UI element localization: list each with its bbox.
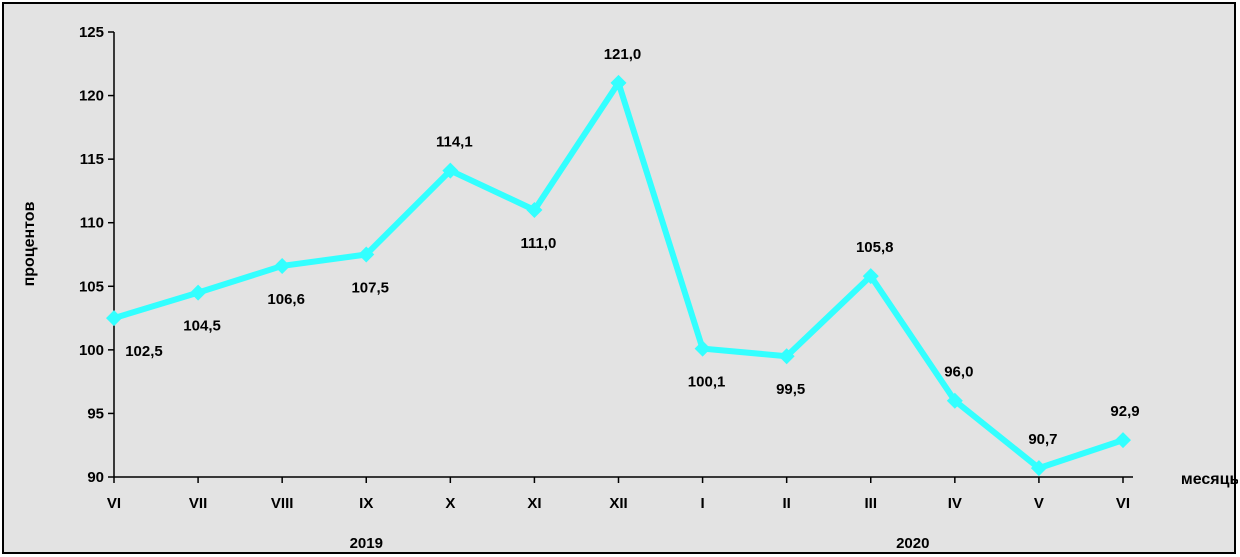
x-axis-title: месяцы	[1181, 471, 1238, 488]
data-label: 100,1	[688, 374, 726, 391]
x-tick-label: II	[782, 495, 790, 512]
data-point	[106, 310, 122, 327]
data-point	[946, 392, 963, 409]
y-tick-label: 115	[80, 151, 104, 168]
y-axis-ticks: 90 95 100 105 110 115 120 125	[79, 24, 114, 486]
data-label: 105,8	[856, 239, 894, 256]
y-tick-label: 120	[79, 88, 104, 105]
data-label: 107,5	[351, 280, 389, 297]
data-label: 106,6	[267, 291, 305, 308]
data-point	[190, 284, 207, 301]
data-point	[526, 202, 543, 218]
series-group	[106, 74, 1131, 477]
data-label: 102,5	[125, 343, 163, 360]
data-label: 92,9	[1110, 403, 1139, 420]
year-label: 2019	[350, 535, 383, 552]
x-tick-label: V	[1034, 495, 1044, 512]
x-tick-label: IX	[359, 495, 373, 512]
y-tick-label: 110	[80, 215, 104, 232]
data-point	[442, 162, 459, 179]
x-tick-label: X	[445, 495, 455, 512]
x-axis-ticks: VI VII VIII IX X XI XII I II III IV V VI	[107, 477, 1130, 512]
y-tick-label: 90	[87, 469, 104, 486]
data-label: 111,0	[520, 235, 556, 252]
x-tick-label: VI	[1116, 495, 1130, 512]
data-point	[862, 268, 879, 285]
data-point	[778, 348, 795, 365]
data-label: 90,7	[1028, 431, 1057, 448]
axes	[113, 32, 1133, 478]
data-point	[694, 340, 711, 357]
data-label: 114,1	[436, 134, 473, 151]
x-tick-label: IV	[948, 495, 962, 512]
data-labels: 102,5 104,5 106,6 107,5 114,1 111,0 121,0 100,1…	[125, 46, 1139, 448]
year-labels: 2019 2020	[350, 535, 930, 552]
data-label: 99,5	[776, 381, 805, 398]
year-label: 2020	[896, 535, 929, 552]
x-tick-label: VII	[189, 495, 207, 512]
data-point	[358, 246, 375, 263]
x-tick-label: VIII	[271, 495, 294, 512]
data-point	[1115, 432, 1131, 449]
y-tick-label: 95	[87, 405, 104, 422]
data-point	[1030, 460, 1047, 477]
x-tick-label: III	[864, 495, 877, 512]
y-axis-title: процентов	[21, 201, 38, 286]
x-tick-label: XI	[527, 495, 541, 512]
data-label: 104,5	[183, 318, 221, 335]
x-tick-label: XII	[609, 495, 627, 512]
x-tick-label: I	[700, 495, 704, 512]
y-tick-label: 100	[79, 342, 104, 359]
data-label: 121,0	[604, 46, 642, 63]
x-tick-label: VI	[107, 495, 121, 512]
data-point	[274, 257, 291, 274]
data-point	[610, 74, 627, 91]
y-tick-label: 125	[79, 24, 104, 41]
data-label: 96,0	[944, 364, 973, 381]
y-tick-label: 105	[79, 278, 104, 295]
